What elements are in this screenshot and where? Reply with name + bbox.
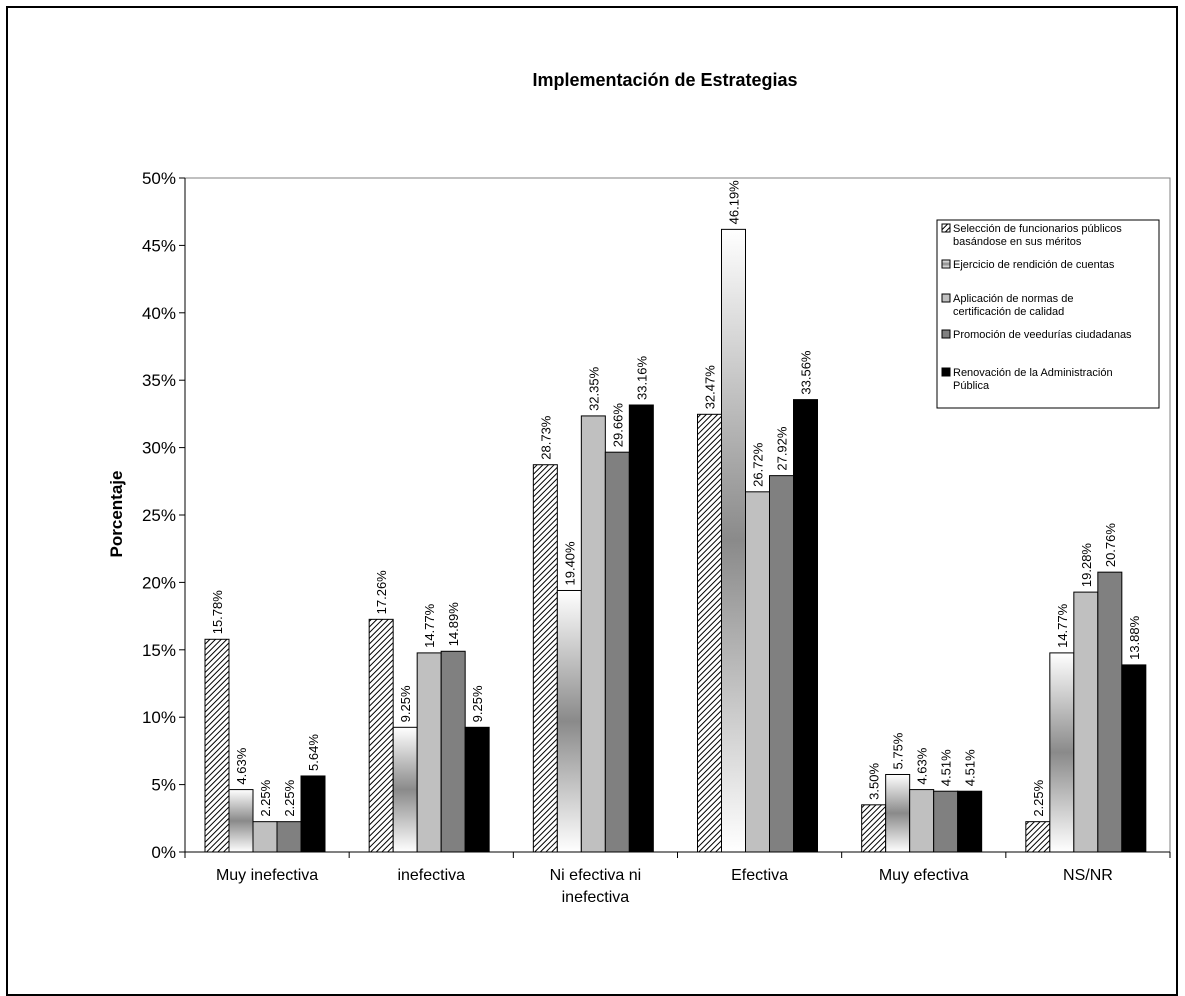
y-tick-label: 35% <box>142 371 176 390</box>
bar <box>204 638 230 853</box>
data-label: 2.25% <box>1031 779 1046 816</box>
bar <box>745 491 770 853</box>
y-tick-label: 40% <box>142 304 176 323</box>
bar <box>1097 571 1123 853</box>
bar <box>252 821 278 853</box>
bar <box>933 790 959 853</box>
y-tick-label: 5% <box>151 776 176 795</box>
chart-title: Implementación de Estrategias <box>532 70 797 90</box>
data-label: 5.64% <box>306 734 321 771</box>
data-label: 17.26% <box>374 570 389 615</box>
data-label: 28.73% <box>538 415 553 460</box>
bar <box>1025 821 1051 853</box>
legend-label: Aplicación de normas de <box>953 293 1073 305</box>
bar <box>721 228 746 853</box>
y-tick-label: 20% <box>142 573 176 592</box>
bar <box>276 821 302 853</box>
bar <box>1049 652 1075 853</box>
data-label: 32.35% <box>586 366 601 411</box>
data-label: 4.51% <box>939 749 954 786</box>
bar <box>885 773 911 853</box>
legend: Selección de funcionarios públicosbasánd… <box>936 219 1160 409</box>
y-tick-label: 50% <box>142 169 176 188</box>
data-label: 4.63% <box>915 747 930 784</box>
legend-swatch <box>941 293 951 303</box>
bar <box>604 451 630 853</box>
data-label: 5.75% <box>891 732 906 769</box>
bar <box>532 464 558 853</box>
bar <box>556 589 582 853</box>
bar <box>368 618 394 853</box>
data-label: 2.25% <box>258 779 273 816</box>
y-tick-label: 30% <box>142 439 176 458</box>
x-category-label: Muy efectiva <box>879 867 969 884</box>
legend-box <box>936 219 1160 409</box>
data-label: 13.88% <box>1127 615 1142 660</box>
legend-label: Pública <box>953 380 990 392</box>
data-label: 33.56% <box>799 350 814 395</box>
y-axis-label: Porcentaje <box>107 471 126 558</box>
x-category-label: inefectiva <box>562 889 630 906</box>
data-label: 20.76% <box>1103 523 1118 568</box>
data-label: 4.63% <box>234 747 249 784</box>
bar <box>628 404 654 853</box>
legend-swatch <box>941 329 951 339</box>
legend-label: Ejercicio de rendición de cuentas <box>953 259 1115 271</box>
legend-label: basándose en sus méritos <box>953 236 1082 248</box>
bar <box>416 652 442 853</box>
data-label: 14.89% <box>446 602 461 647</box>
data-label: 14.77% <box>422 603 437 648</box>
legend-swatch <box>941 367 951 377</box>
data-label: 26.72% <box>751 442 766 487</box>
bar <box>769 475 794 853</box>
legend-swatch <box>941 259 951 269</box>
data-label: 3.50% <box>867 763 882 800</box>
legend-swatch <box>941 223 951 233</box>
data-label: 33.16% <box>634 355 649 400</box>
bar <box>580 415 606 853</box>
x-category-label: inefectiva <box>397 867 465 884</box>
data-label: 29.66% <box>610 403 625 448</box>
bar <box>861 804 887 853</box>
x-category-label: NS/NR <box>1063 867 1113 884</box>
legend-label: Renovación de la Administración <box>953 367 1113 379</box>
y-tick-label: 10% <box>142 708 176 727</box>
bar <box>1121 664 1147 853</box>
data-label: 14.77% <box>1055 603 1070 648</box>
y-tick-label: 0% <box>151 843 176 862</box>
bar <box>392 726 418 853</box>
x-category-label: Ni efectiva ni <box>550 867 642 884</box>
data-label: 32.47% <box>703 365 718 410</box>
data-label: 9.25% <box>398 685 413 722</box>
data-label: 4.51% <box>963 749 978 786</box>
bar <box>909 789 935 853</box>
data-label: 2.25% <box>282 779 297 816</box>
bar <box>464 726 490 853</box>
data-label: 19.28% <box>1079 543 1094 588</box>
legend-label: Selección de funcionarios públicos <box>953 223 1122 235</box>
data-label: 27.92% <box>775 426 790 471</box>
x-category-label: Muy inefectiva <box>216 867 318 884</box>
bar <box>697 413 722 853</box>
x-category-label: Efectiva <box>731 867 788 884</box>
bar <box>300 775 326 853</box>
bar <box>228 789 254 853</box>
legend-label: certificación de calidad <box>953 306 1064 318</box>
bar <box>1073 591 1099 853</box>
y-tick-label: 25% <box>142 506 176 525</box>
y-tick-label: 15% <box>142 641 176 660</box>
plot-area: 0% 5% 10% 15% 20% 25% 30% 35% 40% 45% 50% Muy inefe… <box>142 169 1171 906</box>
data-label: 9.25% <box>470 685 485 722</box>
bar <box>793 399 818 853</box>
y-tick-label: 45% <box>142 236 176 255</box>
data-label: 19.40% <box>562 541 577 586</box>
bar <box>957 790 983 853</box>
legend-label: Promoción de veedurías ciudadanas <box>953 329 1132 341</box>
bar <box>440 650 466 853</box>
data-label: 46.19% <box>727 180 742 225</box>
data-label: 15.78% <box>210 590 225 635</box>
